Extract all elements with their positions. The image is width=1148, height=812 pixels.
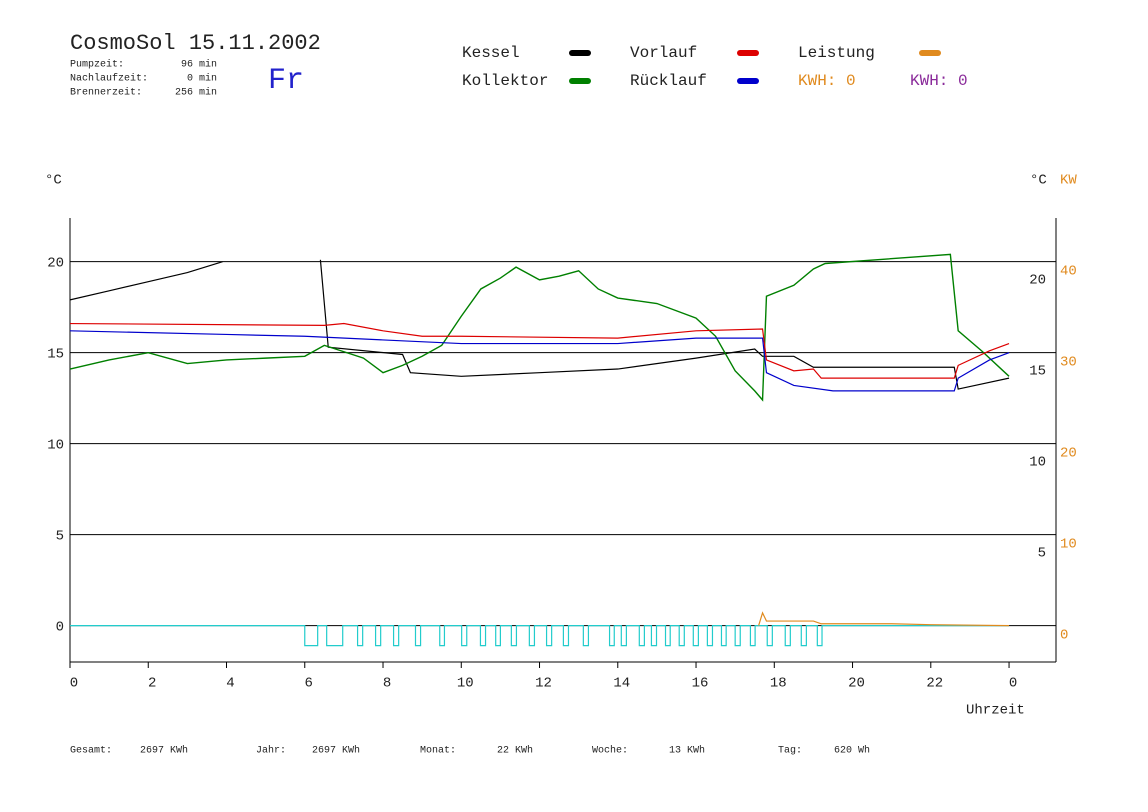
x-tick-label: 6 bbox=[305, 676, 313, 692]
y2-tick-label: 10 bbox=[1060, 536, 1077, 552]
x-tick-label: 18 bbox=[770, 676, 787, 692]
x-tick-label: 12 bbox=[535, 676, 552, 692]
total-label: Monat: bbox=[420, 746, 456, 757]
stat-value: 96 min bbox=[181, 59, 217, 71]
x-tick-label: 2 bbox=[148, 676, 156, 692]
total-value: 620 Wh bbox=[834, 745, 870, 757]
y-tick-label: 10 bbox=[47, 437, 64, 453]
total-label: Woche: bbox=[592, 745, 628, 757]
y2-tick-label: 20 bbox=[1060, 445, 1077, 461]
series-line bbox=[69, 330, 1010, 392]
series-line bbox=[758, 611, 1010, 627]
legend-label: Rücklauf bbox=[630, 72, 707, 90]
y-tick-label: 0 bbox=[56, 619, 64, 635]
y2-tick-label: 0 bbox=[1060, 627, 1068, 643]
kwh-label: KWH: 0 bbox=[910, 72, 968, 90]
total-value: 22 KWh bbox=[497, 745, 533, 757]
stat-label: Nachlaufzeit: bbox=[70, 73, 148, 85]
legend-label: Vorlauf bbox=[630, 44, 697, 62]
stat-label: Brennerzeit: bbox=[70, 87, 142, 99]
x-tick-label: 20 bbox=[848, 676, 865, 692]
y-unit-right: °C bbox=[1030, 173, 1047, 189]
y-right-tick-label: 10 bbox=[1029, 454, 1046, 470]
y-right-tick-label: 5 bbox=[1038, 545, 1046, 561]
stat-value: 256 min bbox=[175, 87, 217, 99]
y-unit: °C bbox=[45, 173, 62, 189]
total-value: 2697 KWh bbox=[140, 745, 188, 757]
y-tick-label: 15 bbox=[47, 346, 64, 362]
legend-label: Kessel bbox=[462, 44, 520, 62]
y2-tick-label: 30 bbox=[1060, 354, 1077, 370]
x-tick-label: 10 bbox=[457, 676, 474, 692]
x-axis-label: Uhrzeit bbox=[966, 703, 1025, 719]
x-tick-label: 8 bbox=[383, 676, 391, 692]
weekday: Fr bbox=[268, 64, 304, 98]
y2-unit: KW bbox=[1060, 173, 1077, 189]
series-line bbox=[69, 253, 1010, 402]
legend-label: Kollektor bbox=[462, 72, 548, 90]
series-line bbox=[69, 259, 1010, 390]
y2-tick-label: 40 bbox=[1060, 263, 1077, 279]
stat-label: Pumpzeit: bbox=[70, 59, 124, 71]
x-tick-label: 14 bbox=[613, 676, 630, 692]
y-tick-label: 5 bbox=[56, 528, 64, 544]
x-tick-label: 0 bbox=[70, 676, 78, 692]
series-line bbox=[69, 322, 1010, 379]
x-tick-label: 0 bbox=[1009, 676, 1017, 692]
kwh-label: KWH: 0 bbox=[798, 72, 856, 90]
total-value: 2697 KWh bbox=[312, 745, 360, 757]
pump-signal bbox=[70, 625, 1010, 647]
total-label: Tag: bbox=[778, 746, 802, 757]
total-label: Gesamt: bbox=[70, 746, 112, 757]
y-right-tick-label: 20 bbox=[1029, 272, 1046, 288]
y-right-tick-label: 15 bbox=[1029, 363, 1046, 379]
x-tick-label: 22 bbox=[926, 676, 943, 692]
legend-label: Leistung bbox=[798, 44, 875, 62]
y-tick-label: 20 bbox=[47, 255, 64, 271]
stat-value: 0 min bbox=[187, 73, 217, 85]
total-value: 13 KWh bbox=[669, 745, 705, 757]
chart-title: CosmoSol 15.11.2002 bbox=[70, 31, 321, 56]
total-label: Jahr: bbox=[256, 745, 286, 757]
x-tick-label: 4 bbox=[226, 676, 234, 692]
x-tick-label: 16 bbox=[692, 676, 709, 692]
